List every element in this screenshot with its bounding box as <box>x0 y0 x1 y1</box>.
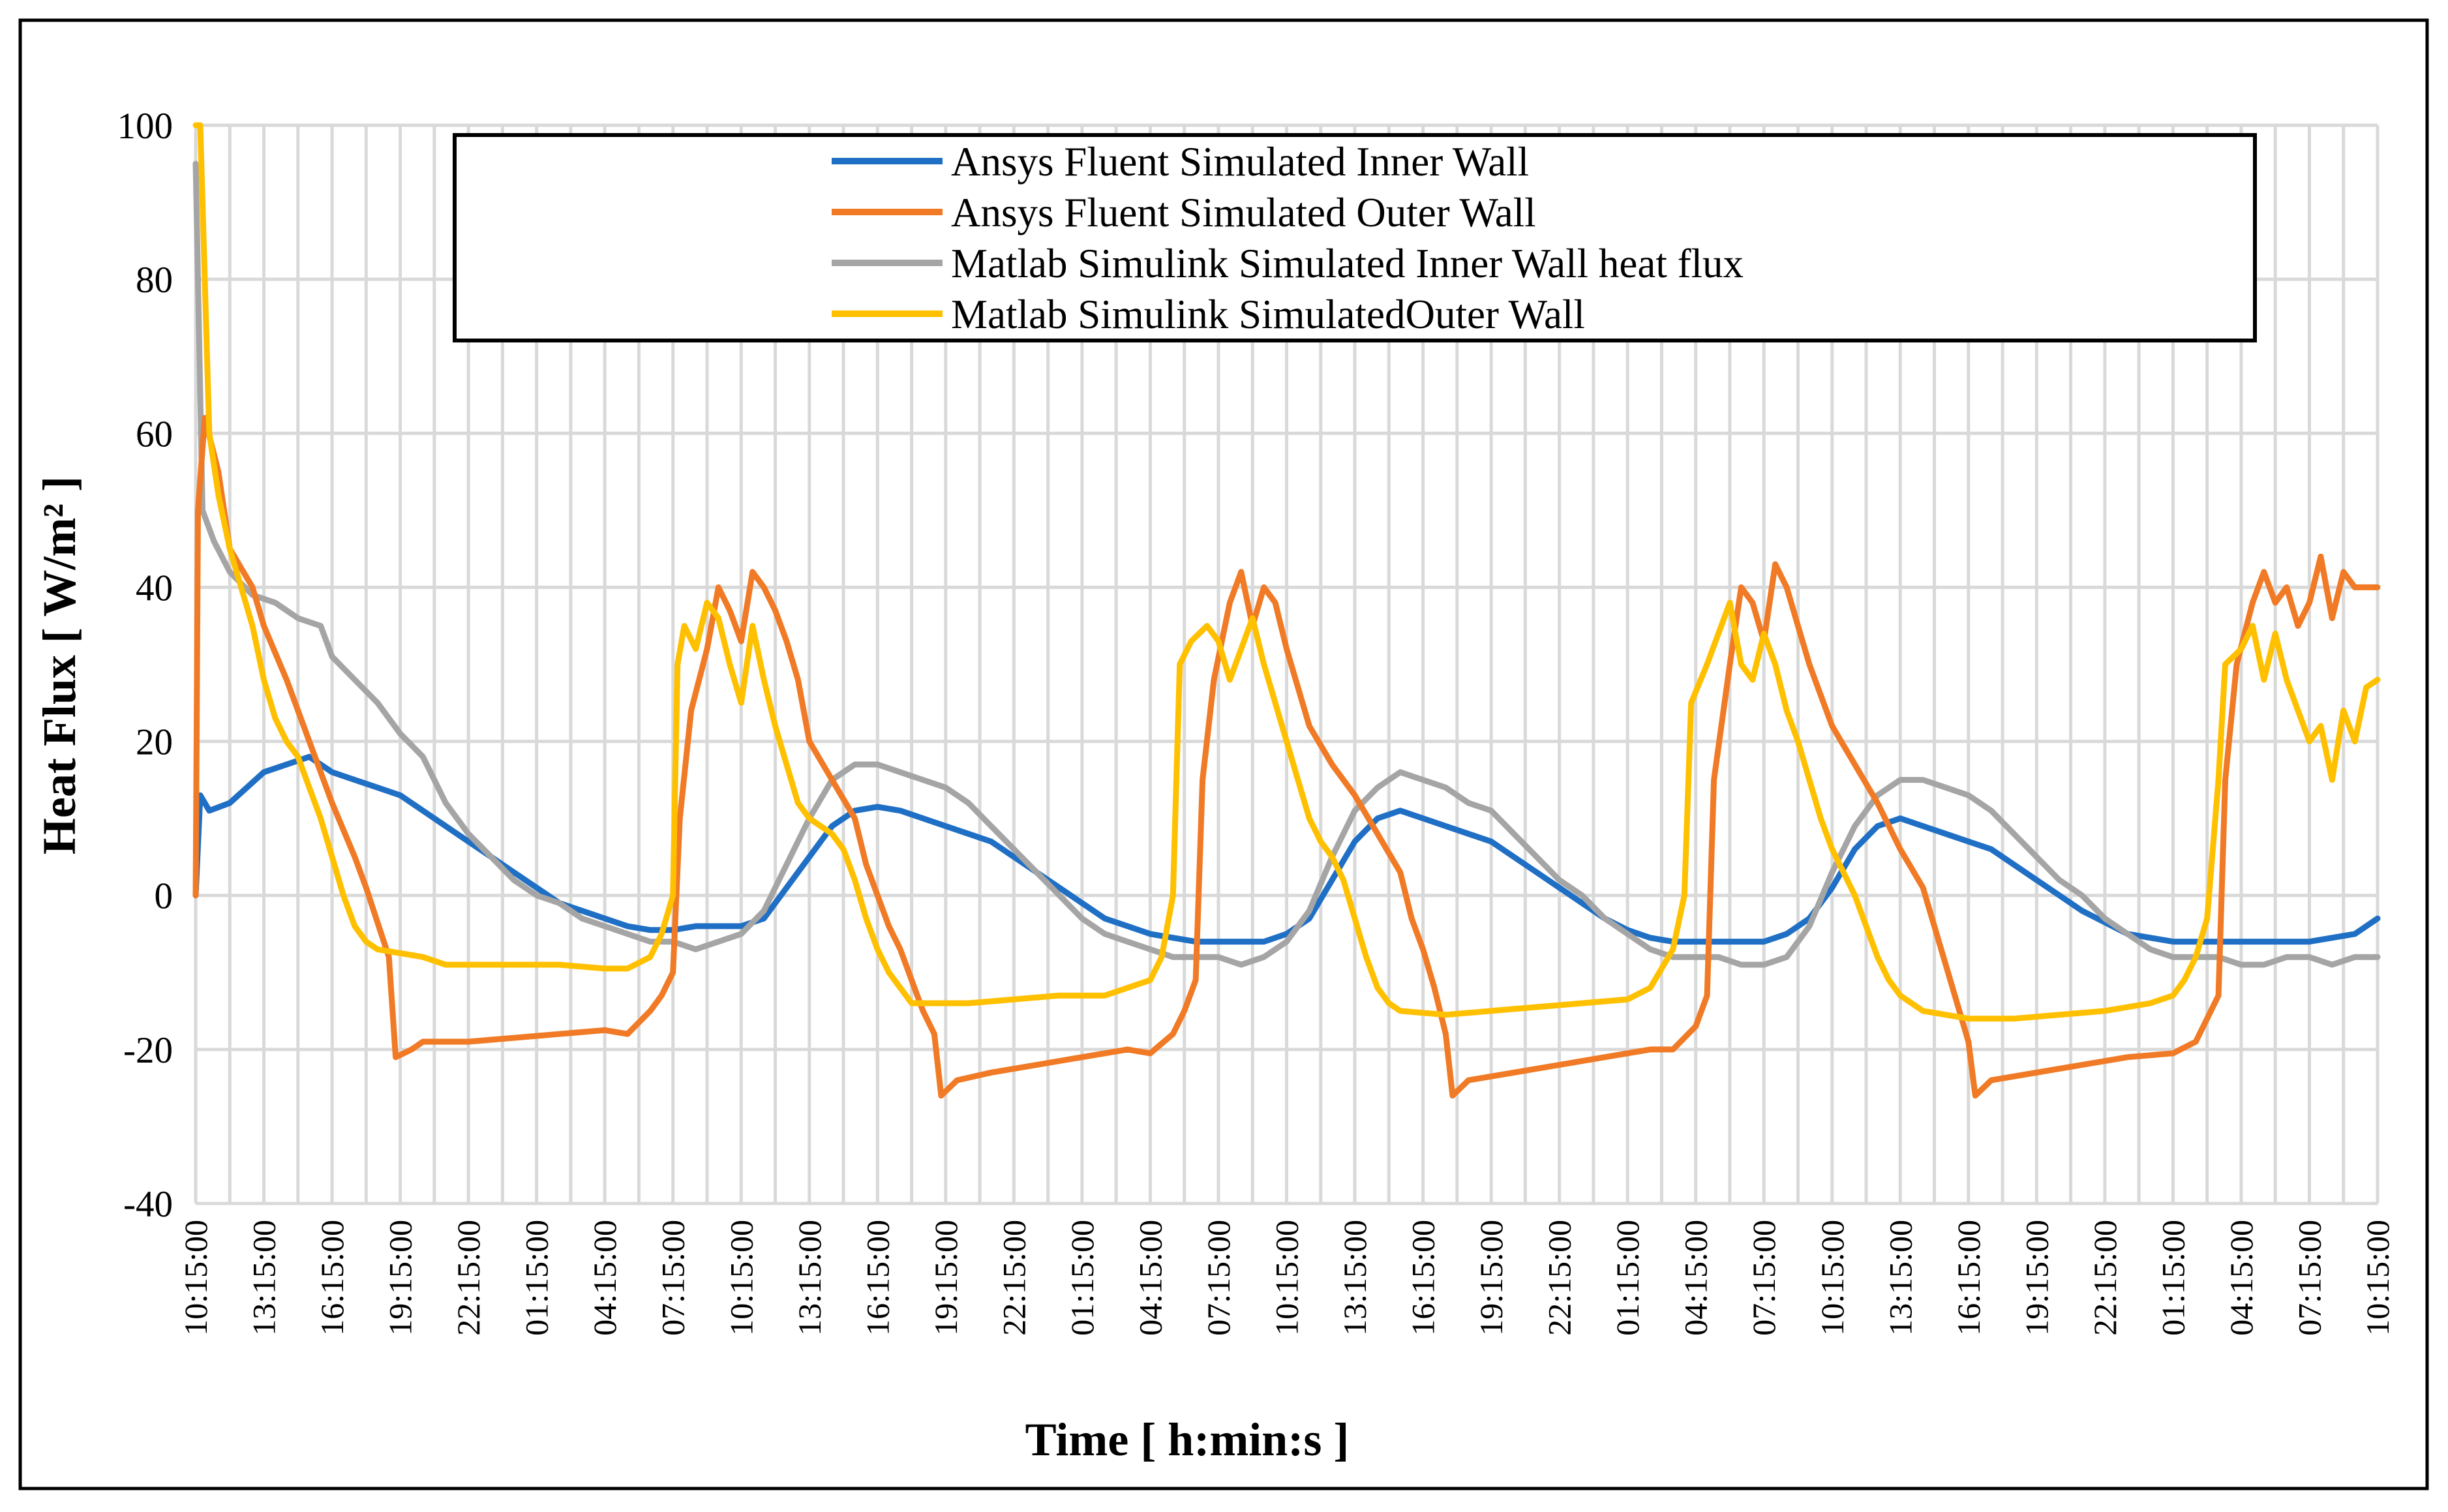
x-tick-label: 10:15:00 <box>723 1220 759 1336</box>
legend-label: Matlab Simulink Simulated Inner Wall hea… <box>951 241 1744 286</box>
x-tick-label: 04:15:00 <box>1678 1220 1714 1336</box>
y-axis-title: Heat Flux [ W/m² ] <box>33 476 85 854</box>
x-tick-label: 22:15:00 <box>995 1220 1032 1336</box>
x-tick-label: 10:15:00 <box>177 1220 214 1336</box>
x-tick-label: 19:15:00 <box>928 1220 964 1336</box>
x-tick-label: 19:15:00 <box>1473 1220 1509 1336</box>
series-line-3 <box>192 160 2381 968</box>
x-tick-label: 01:15:00 <box>1609 1220 1646 1336</box>
x-tick-label: 04:15:00 <box>586 1220 623 1336</box>
x-tick-label: 01:15:00 <box>1064 1220 1100 1336</box>
x-tick-label: 13:15:00 <box>1882 1220 1918 1336</box>
x-tick-label: 07:15:00 <box>1745 1220 1782 1336</box>
y-tick-label: 20 <box>136 722 173 763</box>
x-tick-label: 07:15:00 <box>655 1220 691 1336</box>
y-tick-label: 80 <box>136 260 173 301</box>
x-tick-label: 07:15:00 <box>2291 1220 2327 1336</box>
y-tick-label: -40 <box>123 1184 173 1225</box>
x-tick-label: 04:15:00 <box>2223 1220 2259 1336</box>
legend-label: Ansys Fluent Simulated Outer Wall <box>951 190 1536 235</box>
y-tick-label: 0 <box>155 876 174 917</box>
x-tick-label: 04:15:00 <box>1132 1220 1168 1336</box>
x-tick-label: 13:15:00 <box>791 1220 828 1336</box>
y-tick-label: 40 <box>136 567 173 609</box>
y-tick-label: 100 <box>117 106 174 147</box>
x-tick-label: 01:15:00 <box>2154 1220 2191 1336</box>
x-tick-label: 22:15:00 <box>450 1220 487 1336</box>
x-tick-label: 16:15:00 <box>314 1220 350 1336</box>
x-tick-label: 19:15:00 <box>382 1220 419 1336</box>
x-tick-label: 10:15:00 <box>2359 1220 2396 1336</box>
x-tick-label: 13:15:00 <box>246 1220 282 1336</box>
series-line-1 <box>192 753 2381 945</box>
x-tick-label: 16:15:00 <box>859 1220 896 1336</box>
y-tick-label: 60 <box>136 414 173 455</box>
x-tick-label: 07:15:00 <box>1200 1220 1237 1336</box>
x-axis-ticks: 10:15:00 13:15:00 16:15:00 19:15:00 22:15:00… <box>177 1220 2396 1336</box>
x-tick-label: 19:15:00 <box>2018 1220 2055 1336</box>
x-tick-label: 16:15:00 <box>1405 1220 1442 1336</box>
series-line-4 <box>192 122 2381 1022</box>
x-tick-label: 16:15:00 <box>1950 1220 1987 1336</box>
series-group <box>192 122 2381 1099</box>
x-axis-title: Time [ h:min:s ] <box>1025 1414 1350 1466</box>
series-line-2 <box>192 415 2381 1099</box>
x-tick-label: 22:15:00 <box>2087 1220 2123 1336</box>
y-axis-ticks: 100 80 60 40 20 0 -20 -40 <box>117 106 174 1225</box>
y-tick-label: -20 <box>123 1030 173 1071</box>
x-tick-label: 01:15:00 <box>519 1220 555 1336</box>
legend-box <box>453 133 2257 342</box>
x-tick-label: 10:15:00 <box>1269 1220 1305 1336</box>
legend-label: Ansys Fluent Simulated Inner Wall <box>951 139 1529 185</box>
legend-label: Matlab Simulink SimulatedOuter Wall <box>951 292 1585 337</box>
x-tick-label: 13:15:00 <box>1337 1220 1373 1336</box>
legend: Ansys Fluent Simulated Inner Wall Ansys F… <box>453 133 2257 342</box>
chart-frame <box>18 18 2429 1490</box>
x-tick-label: 22:15:00 <box>1541 1220 1578 1336</box>
x-tick-label: 10:15:00 <box>1814 1220 1851 1336</box>
